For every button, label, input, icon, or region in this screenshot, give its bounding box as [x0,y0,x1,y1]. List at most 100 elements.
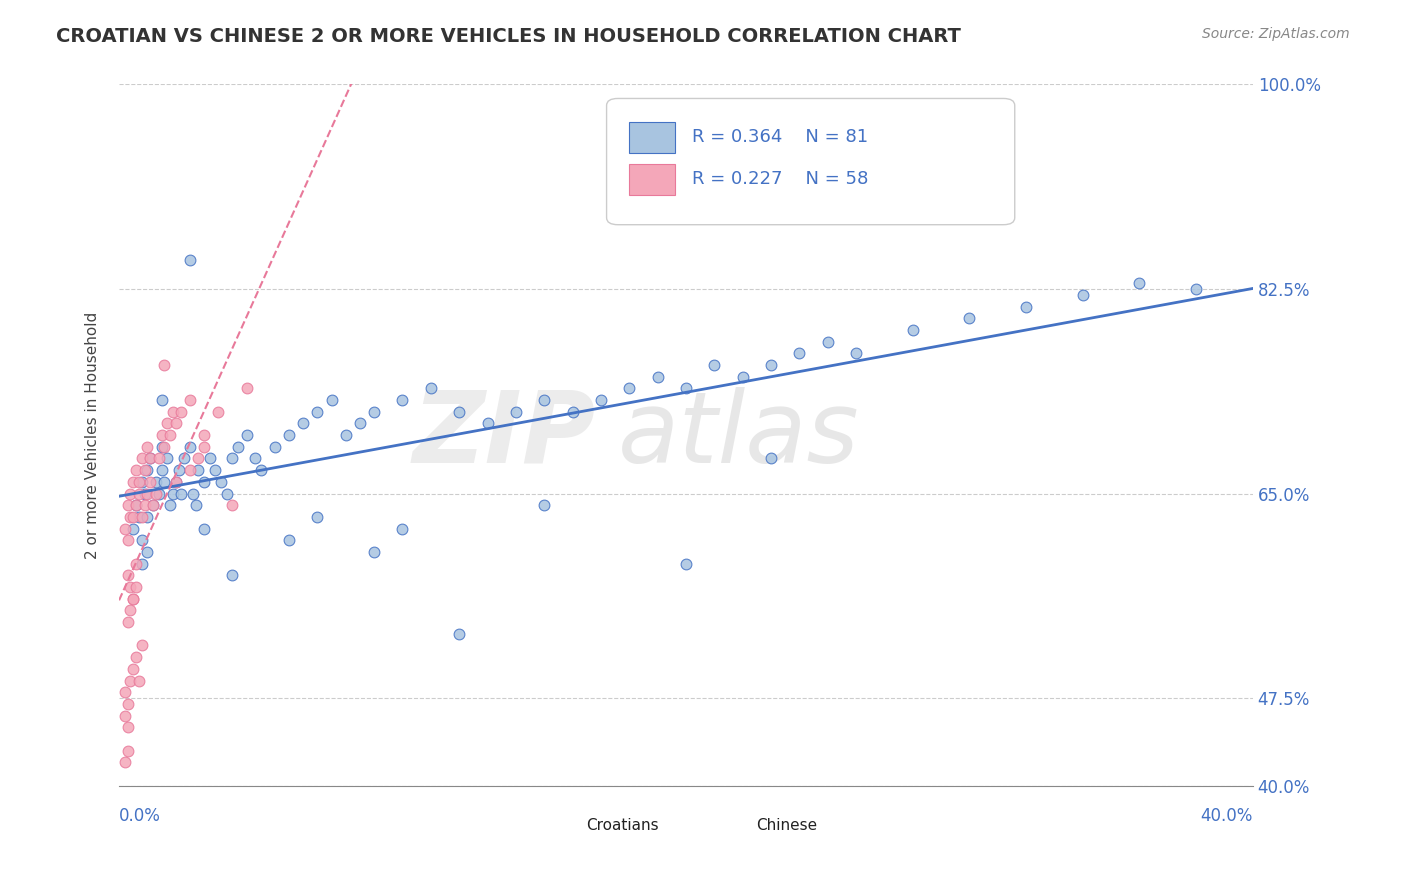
Point [156,451,179,466]
Point [817,334,839,349]
Point [131,451,153,466]
Point [1015,300,1038,314]
Point [221,451,243,466]
Point [209,475,232,489]
Point [193,522,215,536]
Point [120,603,142,617]
Point [131,510,153,524]
Point [153,440,176,454]
Point [181,486,204,500]
Point [1185,282,1208,296]
Point [131,475,153,489]
Point [363,545,385,559]
Point [165,417,187,431]
Text: Chinese: Chinese [756,818,817,833]
Point [307,510,329,524]
Point [221,568,243,582]
Point [167,463,190,477]
Bar [630,121,675,153]
Point [125,463,148,477]
Point [226,440,249,454]
Point [589,392,612,407]
Point [117,498,139,512]
Point [449,405,471,419]
Point [139,451,162,466]
Point [150,440,173,454]
Point [162,486,184,500]
Point [128,475,150,489]
Point [117,744,139,758]
Bar [550,817,578,835]
Point [363,405,385,419]
Point [136,440,159,454]
Point [165,475,187,489]
Point [134,486,156,500]
Point [845,346,868,360]
Point [957,311,980,326]
Point [179,463,201,477]
Point [675,381,697,395]
Point [477,417,499,431]
Point [122,510,145,524]
Point [136,545,159,559]
Point [204,463,226,477]
Point [150,392,173,407]
Point [533,498,555,512]
Point [419,381,441,395]
Point [114,685,136,699]
Point [193,440,215,454]
Point [139,475,162,489]
Point [150,463,173,477]
Point [391,522,413,536]
Point [235,381,257,395]
Point [278,428,301,442]
Point [391,392,413,407]
Point [148,486,170,500]
Point [1128,276,1150,290]
Point [619,381,641,395]
Point [131,639,153,653]
Point [193,428,215,442]
Point [156,417,179,431]
Point [122,522,145,536]
Point [136,486,159,500]
Point [184,498,207,512]
Point [145,475,167,489]
Point [187,463,209,477]
Point [128,510,150,524]
Point [759,451,782,466]
Point [170,405,193,419]
Point [533,392,555,407]
Point [122,662,145,676]
Point [148,451,170,466]
Point [125,650,148,665]
Point [128,486,150,500]
Point [159,428,181,442]
Point [759,358,782,372]
Point [117,615,139,629]
Point [249,463,271,477]
Point [235,428,257,442]
Text: Croatians: Croatians [586,818,659,833]
FancyBboxPatch shape [606,98,1015,225]
Point [117,720,139,734]
Point [349,417,371,431]
Point [215,486,238,500]
Point [153,475,176,489]
Point [142,498,165,512]
Point [131,557,153,571]
Point [561,405,583,419]
Text: 0.0%: 0.0% [120,806,160,825]
Point [703,358,725,372]
Point [122,475,145,489]
Point [675,557,697,571]
Point [292,417,315,431]
Point [122,591,145,606]
Text: atlas: atlas [617,386,859,483]
Point [162,405,184,419]
Point [117,697,139,711]
Point [243,451,266,466]
Point [647,369,669,384]
Point [321,392,343,407]
Point [335,428,357,442]
